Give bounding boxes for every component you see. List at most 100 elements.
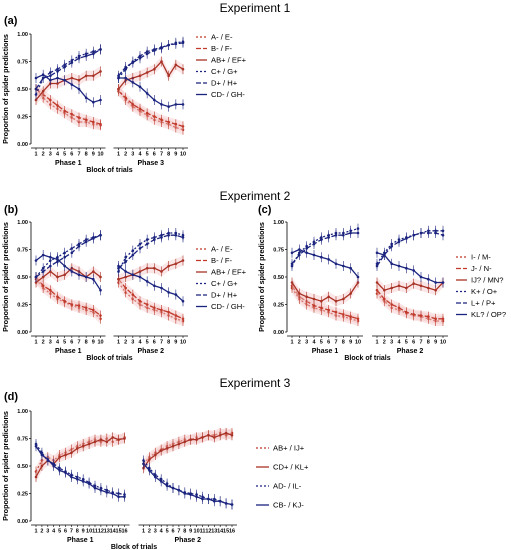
panel-b-b-f-point (124, 286, 127, 290)
panel-a-b-f-point (92, 120, 95, 124)
panel-a-ab-ef-line (117, 60, 184, 90)
panel-b-d-h-point (160, 236, 163, 239)
panel-c-k-o-line (291, 227, 359, 267)
panel-d-x-tick-label: 9 (189, 529, 192, 535)
panel-d-label: (d) (4, 391, 18, 403)
panel-d-x-tick-label: 4 (160, 529, 164, 535)
panel-c-l-p-line (291, 232, 358, 265)
panel-d-cd-kl-point (40, 464, 44, 468)
panel-d-cd-kl-point (111, 436, 114, 439)
panel-d-cb-kj-point (105, 491, 109, 494)
panel-c-ij-mn-point (334, 299, 338, 303)
panel-c-x-tick-label: 3 (305, 340, 308, 346)
panel-d-x-tick-label: 6 (64, 529, 67, 535)
panel-d-cb-kj-point (230, 503, 234, 506)
panel-c-j-n-error-band (377, 285, 443, 324)
panel-d-cb-kj-point (70, 475, 73, 479)
panel-c-l-p-point (312, 242, 316, 246)
panel-c-l-p-point (412, 233, 415, 237)
panel-c-l-p-point (349, 231, 352, 235)
panel-d-x-tick-label: 1 (142, 529, 145, 535)
panel-c-y-tick-label: 0.50 (273, 275, 284, 281)
panel-c-l-p-line (376, 232, 444, 267)
panel-b-ab-ef-point (117, 277, 120, 281)
panel-b-x-tick-label: 4 (56, 340, 60, 346)
panel-b-d-h-point (124, 260, 127, 263)
panel-b-x-tick-label: 8 (85, 340, 88, 346)
panel-b-b-f-point (131, 293, 135, 296)
panel-d-cb-kj-point (58, 469, 61, 472)
panel-b-cd-gh-point (41, 253, 45, 257)
panel-c-j-n-point (320, 306, 323, 310)
panel-b-cd-gh-point (34, 259, 38, 262)
panel-d-x-tick-label: 1 (34, 529, 37, 535)
panel-a-legend-label-ab-ef: AB+ / EF+ (211, 56, 247, 65)
panel-c-l-p-point (290, 262, 294, 266)
panel-d-cb-kj-point (123, 495, 126, 499)
panel-d-x-tick-label: 4 (52, 529, 56, 535)
panel-d-cb-kj-point (189, 493, 192, 496)
panel-a-b-f-error-band (36, 84, 101, 130)
panel-c-i-m-line (376, 293, 443, 322)
panel-b-x-tick-label: 4 (138, 340, 142, 346)
panel-a-d-h-point (153, 49, 156, 52)
panel-b-ab-ef-point (41, 275, 45, 279)
panel-b-cd-gh-point (77, 273, 81, 277)
panel-d-cb-kj-point (142, 462, 145, 466)
panel-d-cd-kl-point (81, 444, 85, 448)
panel-c-j-n-point (327, 308, 330, 312)
panel-d-x-tick-label: 5 (166, 529, 169, 535)
panel-b-cd-gh-point (49, 255, 52, 259)
panel-a-x-tick-label: 3 (49, 152, 52, 158)
panel-a-d-h-point (63, 65, 66, 69)
panel-a-y-tick-label: 0.00 (17, 142, 28, 148)
panel-d-x-tick-label: 10 (86, 529, 92, 535)
panel-d-cb-kj-point (34, 444, 38, 448)
panel-a-x-tick-label: 6 (70, 152, 73, 158)
panel-a-legend-label-b-f: B- / F- (211, 44, 233, 53)
panel-b-d-h-point (63, 255, 66, 259)
panel-b-y-axis-label: Proportion of spider predictions (1, 222, 10, 332)
panel-d-cb-kj-point (46, 458, 50, 461)
panel-d-cb-kj-point (224, 502, 228, 505)
panel-c-l-p-point (441, 233, 445, 237)
panel-d-x-tick-label: 14 (110, 529, 117, 535)
panel-a-b-f-point (153, 115, 156, 118)
panel-b-ab-ef-point (63, 273, 66, 277)
panel-b-legend-label-d-h: D+ / H+ (211, 291, 238, 300)
panel-c-j-n-point (419, 314, 423, 317)
panel-c-j-n-point (405, 310, 408, 314)
panel-b-cd-gh-point (99, 288, 102, 292)
panel-c-y-tick-label: 1.00 (273, 220, 284, 226)
panel-a-ab-ef-point (34, 98, 38, 102)
panel-c-j-n-line (291, 285, 359, 320)
panel-d-x-axis-label: Block of trials (111, 544, 157, 550)
panel-d-y-tick-label: 0.25 (17, 492, 28, 498)
panel-a-b-f-point (56, 104, 59, 107)
panel-b-ab-ef-line (118, 259, 184, 280)
panel-a-cd-gh-point (41, 73, 45, 76)
panel-c-legend-label-l-p: L+ / P+ (471, 299, 496, 308)
panel-b-cd-gh-point (63, 264, 66, 268)
panel-d-x-tick-label: 11 (92, 529, 98, 535)
panel-b-b-f-point (174, 314, 178, 317)
panel-d-cb-kj-point (195, 495, 198, 499)
panel-a-d-h-point (77, 56, 81, 60)
panel-a-d-h-point (99, 48, 102, 51)
panel-c-ij-mn-point (375, 281, 379, 284)
panel-d-x-tick-label: 5 (58, 529, 61, 535)
panel-a-b-f-point (138, 107, 142, 111)
panel-c-label: (c) (258, 204, 272, 216)
panel-a-ab-ef-point (167, 74, 170, 78)
panel-c-x-tick-label: 8 (342, 340, 345, 346)
panel-b-d-h-point (70, 251, 74, 255)
panel-a-ab-ef-point (160, 60, 163, 63)
panel-c-kl-op-point (397, 264, 401, 268)
panel-c-j-n-point (342, 313, 345, 316)
panel-b-ab-ef-point (167, 264, 170, 268)
panel-b-x-tick-label: 8 (167, 340, 170, 346)
panel-c-x-tick-label: 4 (312, 340, 316, 346)
panel-c-x-axis-label: Block of trials (344, 355, 390, 362)
panel-b-b-f-line (35, 276, 101, 317)
panel-c-x-tick-label: 5 (320, 340, 323, 346)
